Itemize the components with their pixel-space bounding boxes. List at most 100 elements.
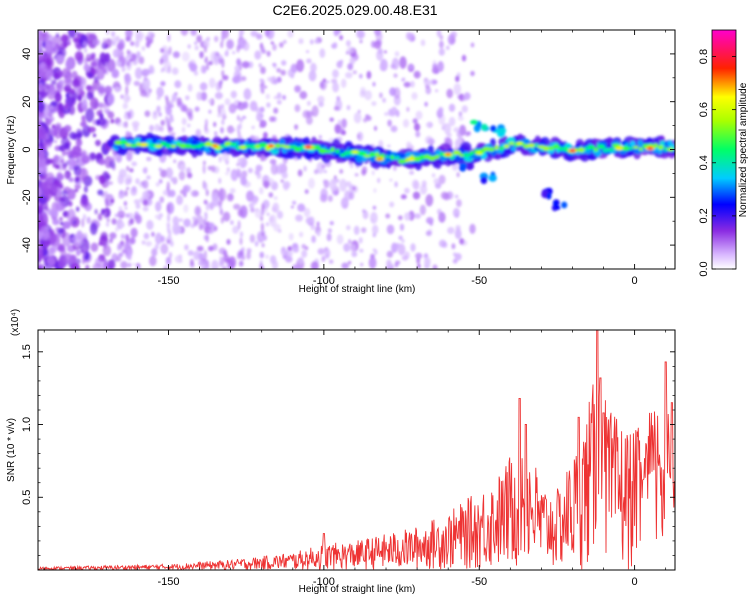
noise-blob bbox=[155, 232, 163, 245]
ridge-peak bbox=[379, 153, 386, 158]
noise-blob bbox=[237, 208, 244, 217]
ridge-peak bbox=[452, 150, 461, 155]
streak-blob bbox=[221, 119, 225, 126]
noise-blob bbox=[337, 119, 342, 126]
ridge-peak bbox=[663, 146, 668, 152]
noise-blob bbox=[415, 110, 423, 120]
noise-blob bbox=[158, 126, 164, 132]
noise-blob bbox=[411, 92, 418, 100]
streak-blob bbox=[217, 104, 221, 115]
streak-blob bbox=[239, 250, 243, 257]
noise-blob bbox=[399, 56, 407, 69]
noise-blob bbox=[436, 30, 442, 38]
streak-blob bbox=[125, 249, 129, 255]
streak-blob bbox=[261, 120, 266, 126]
noise-blob bbox=[362, 209, 366, 213]
noise-blob bbox=[273, 79, 278, 85]
streak-blob bbox=[125, 55, 129, 62]
noise-blob bbox=[424, 101, 428, 107]
noise-blob bbox=[88, 72, 93, 78]
noise-blob bbox=[410, 243, 416, 252]
noise-blob bbox=[187, 250, 194, 256]
noise-blob bbox=[107, 259, 116, 269]
branch-blob bbox=[546, 192, 552, 200]
branch-blob bbox=[465, 162, 475, 171]
noise-blob bbox=[159, 58, 164, 65]
noise-blob bbox=[160, 81, 166, 87]
noise-blob bbox=[272, 43, 277, 51]
noise-blob bbox=[368, 256, 377, 269]
noise-blob bbox=[345, 40, 351, 47]
noise-blob bbox=[111, 68, 120, 79]
noise-blob bbox=[406, 141, 412, 149]
streak-blob bbox=[204, 182, 208, 192]
noise-blob bbox=[280, 69, 287, 76]
ridge-peak bbox=[176, 142, 181, 147]
noise-blob bbox=[38, 100, 45, 113]
noise-blob bbox=[256, 112, 264, 122]
noise-blob bbox=[89, 67, 98, 75]
noise-blob bbox=[178, 254, 183, 260]
noise-blob bbox=[240, 176, 247, 186]
noise-blob bbox=[142, 167, 147, 174]
x-tick-label: -100 bbox=[313, 275, 335, 287]
spectrogram-image bbox=[38, 30, 675, 269]
noise-blob bbox=[366, 70, 372, 80]
noise-blob bbox=[39, 91, 48, 99]
streak-blob bbox=[239, 173, 243, 180]
streak-blob bbox=[165, 97, 169, 106]
streak-blob bbox=[106, 119, 110, 125]
noise-blob bbox=[427, 138, 435, 145]
noise-blob bbox=[99, 112, 104, 120]
noise-blob bbox=[72, 233, 83, 247]
noise-blob bbox=[454, 194, 459, 199]
ridge-peak bbox=[412, 156, 422, 162]
noise-blob bbox=[38, 37, 43, 43]
noise-blob bbox=[287, 68, 295, 78]
noise-blob bbox=[63, 41, 68, 48]
streak-blob bbox=[167, 239, 171, 244]
streak-blob bbox=[84, 150, 88, 160]
streak-blob bbox=[83, 47, 88, 54]
noise-blob bbox=[279, 42, 284, 48]
streak-blob bbox=[102, 124, 106, 130]
noise-blob bbox=[256, 33, 263, 40]
noise-blob bbox=[297, 203, 306, 212]
streak-blob bbox=[204, 212, 208, 221]
noise-blob bbox=[49, 246, 55, 255]
noise-blob bbox=[250, 207, 255, 213]
ridge-peak bbox=[428, 155, 436, 161]
noise-blob bbox=[149, 124, 154, 132]
streak-blob bbox=[104, 190, 108, 197]
streak-blob bbox=[82, 213, 87, 220]
noise-blob bbox=[63, 142, 71, 150]
noise-blob bbox=[432, 79, 438, 85]
noise-blob bbox=[296, 59, 305, 73]
ridge-peak bbox=[596, 144, 606, 149]
noise-blob bbox=[254, 208, 263, 219]
noise-blob bbox=[404, 251, 410, 260]
noise-blob bbox=[117, 122, 122, 127]
streak-blob bbox=[260, 265, 264, 269]
spectrogram-x-ticks: -150 -100 -50 0 bbox=[43, 30, 667, 287]
noise-blob bbox=[64, 77, 73, 88]
y-tick-label: 1.0 bbox=[21, 417, 33, 432]
noise-blob bbox=[348, 239, 352, 245]
noise-blob bbox=[107, 111, 115, 119]
streak-blob bbox=[203, 250, 207, 261]
noise-blob bbox=[404, 187, 410, 194]
noise-blob bbox=[230, 220, 234, 225]
noise-blob bbox=[341, 118, 347, 129]
noise-blob bbox=[263, 131, 268, 139]
streak-blob bbox=[167, 121, 171, 130]
noise-blob bbox=[75, 86, 79, 92]
noise-blob bbox=[75, 206, 80, 212]
noise-blob bbox=[194, 45, 199, 51]
streak-blob bbox=[103, 211, 107, 219]
noise-blob bbox=[276, 76, 282, 83]
streak-blob bbox=[202, 160, 206, 165]
noise-blob bbox=[383, 50, 387, 54]
noise-blob bbox=[52, 124, 55, 129]
ridge-peak bbox=[294, 146, 302, 152]
hotspot bbox=[268, 144, 274, 148]
